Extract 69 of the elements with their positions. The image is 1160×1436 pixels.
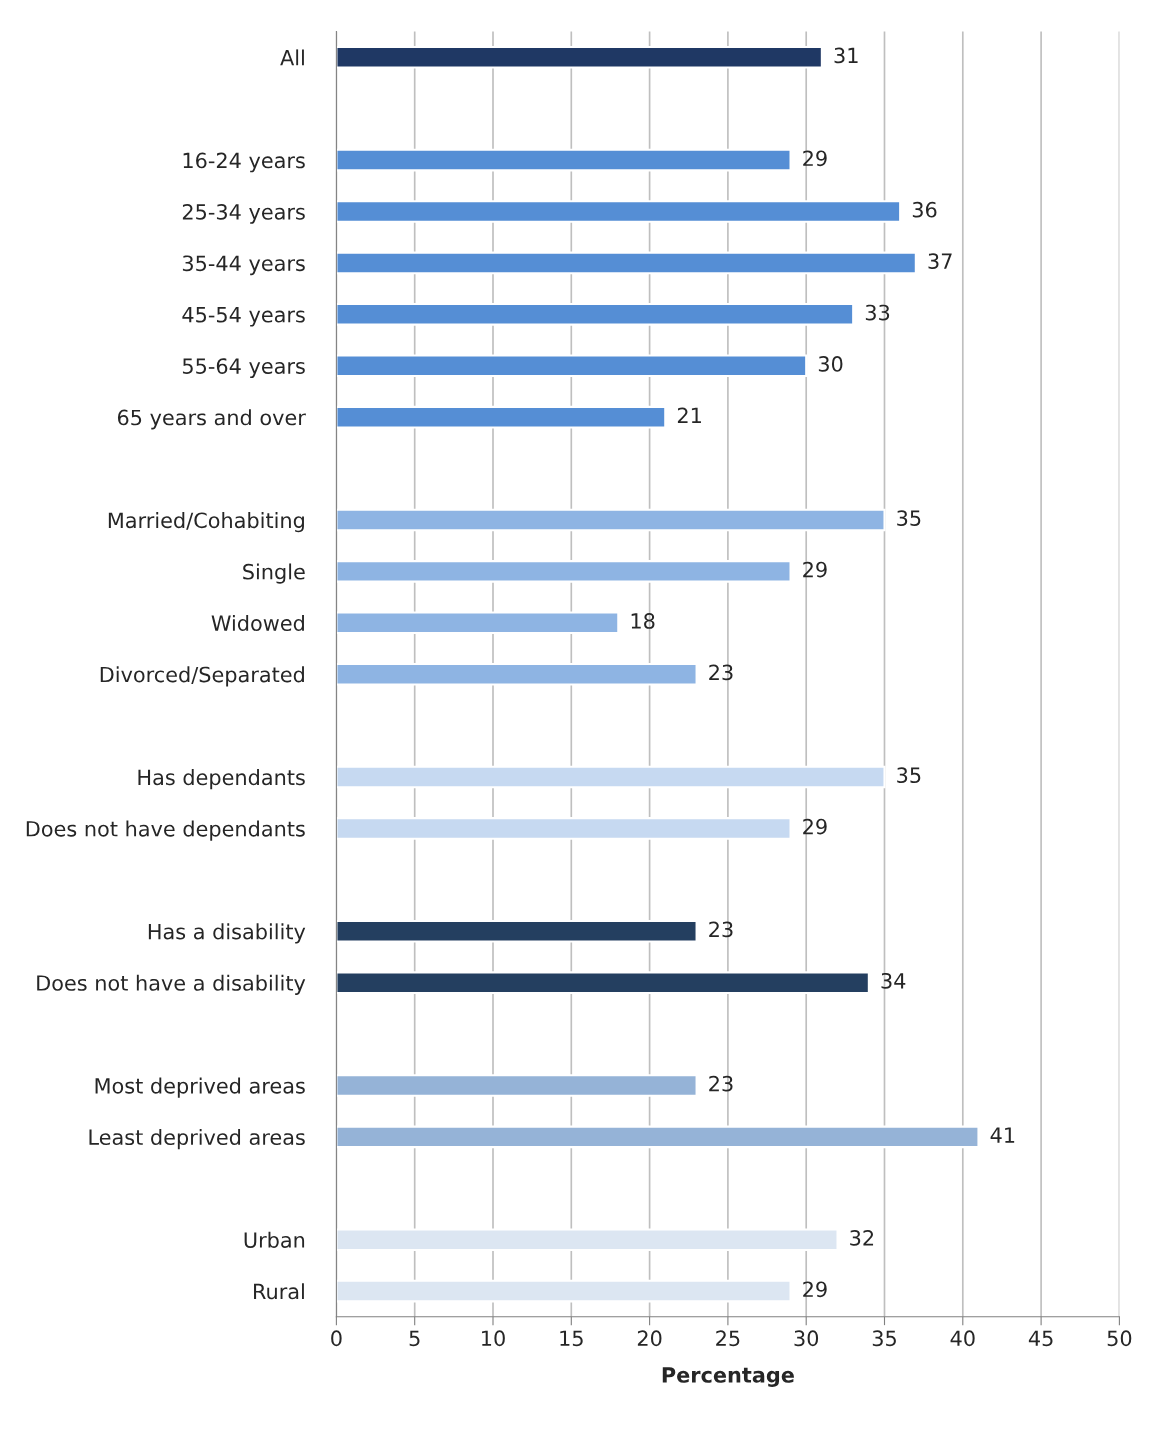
data-label: 34 <box>881 972 906 989</box>
data-label: 37 <box>928 253 952 269</box>
bar <box>336 148 792 172</box>
data-label: 29 <box>803 1281 827 1298</box>
bar <box>336 354 808 378</box>
y-tick-label: Widowed <box>211 614 304 631</box>
data-label: 31 <box>834 47 858 64</box>
bar <box>336 919 698 943</box>
bar <box>336 45 823 69</box>
y-tick-label: 45-54 years <box>182 307 305 327</box>
x-tick-label: 5 <box>409 1330 420 1347</box>
bar <box>336 560 792 583</box>
bar <box>336 200 902 223</box>
data-label: 23 <box>709 664 733 681</box>
bar <box>336 405 667 429</box>
y-tick-label: Divorced/Separated <box>100 666 304 687</box>
data-label: 33 <box>865 304 890 321</box>
y-tick-label: 65 years and over <box>117 409 306 430</box>
bar <box>336 251 917 275</box>
bar <box>336 817 792 840</box>
data-label: 41 <box>990 1127 1015 1143</box>
y-tick-label: 16-24 years <box>183 152 305 173</box>
y-tick-label: Has dependants <box>138 769 305 790</box>
y-tick-label: Rural <box>254 1283 304 1300</box>
bar <box>336 971 870 994</box>
data-label: 21 <box>677 407 701 423</box>
data-label: 23 <box>709 921 733 938</box>
y-tick-label: Least deprived areas <box>89 1128 305 1150</box>
x-tick-label: 35 <box>872 1330 896 1347</box>
bar <box>336 765 886 789</box>
bar <box>336 1074 698 1097</box>
x-tick-label: 0 <box>331 1330 342 1347</box>
y-tick-label: 25-34 years <box>182 203 305 224</box>
bar <box>336 611 620 635</box>
x-tick-label: 15 <box>560 1330 583 1347</box>
y-tick-label: Married/Cohabiting <box>108 512 304 533</box>
y-tick-label: Most deprived areas <box>95 1077 305 1098</box>
bar <box>336 303 855 326</box>
bar <box>336 662 698 686</box>
data-label: 35 <box>897 767 921 784</box>
data-label: 23 <box>709 1075 733 1092</box>
data-label: 29 <box>803 150 827 167</box>
y-tick-label: Has a disability <box>148 923 306 944</box>
x-tick-label: 45 <box>1028 1330 1053 1347</box>
bar <box>336 508 886 532</box>
bar <box>336 1125 980 1149</box>
x-tick-label: 20 <box>637 1330 662 1347</box>
x-tick-label: 10 <box>482 1330 505 1347</box>
x-tick-label: 30 <box>794 1330 819 1347</box>
y-tick-label: 35-44 years <box>182 255 305 276</box>
bar <box>336 1228 839 1252</box>
data-label: 36 <box>912 201 937 218</box>
y-tick-label: Does not have dependants <box>26 820 305 841</box>
y-tick-label: Urban <box>244 1231 305 1248</box>
y-tick-label: 55-64 years <box>182 358 305 378</box>
data-label: 29 <box>803 561 827 578</box>
y-tick-label: Single <box>243 563 305 584</box>
x-axis-title: Percentage <box>662 1367 794 1387</box>
y-tick-label: All <box>280 49 304 66</box>
bar <box>336 1279 792 1303</box>
data-label: 29 <box>803 818 827 835</box>
data-label: 35 <box>897 510 921 527</box>
x-tick-label: 25 <box>716 1330 740 1347</box>
data-label: 30 <box>818 356 843 372</box>
data-label: 18 <box>631 613 655 629</box>
y-tick-label: Does not have a disability <box>37 974 306 995</box>
data-label: 32 <box>850 1229 874 1246</box>
x-tick-label: 40 <box>950 1330 975 1347</box>
x-tick-label: 50 <box>1107 1330 1132 1347</box>
